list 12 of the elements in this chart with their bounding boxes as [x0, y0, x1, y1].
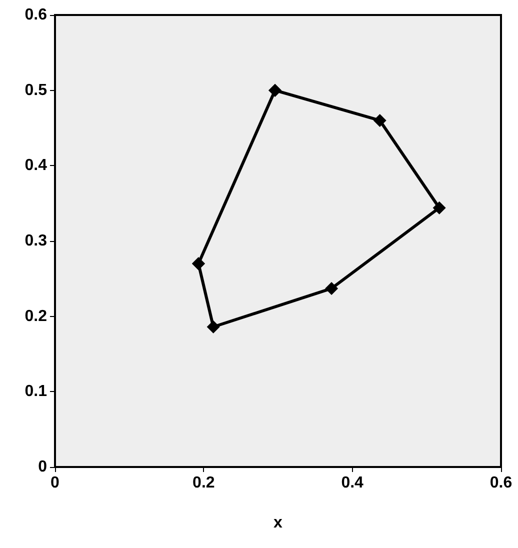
x-tick-label: 0.2 — [192, 474, 215, 492]
x-tick-label: 0.6 — [490, 474, 512, 492]
x-tick-label: 0.4 — [341, 474, 364, 492]
y-tick-label: 0.4 — [24, 157, 48, 174]
y-tick-label: 0.3 — [24, 232, 48, 250]
y-tick-label: 0.5 — [24, 82, 48, 99]
x-tick-label: 0 — [50, 474, 60, 492]
y-tick-label: 0 — [38, 458, 48, 476]
y-tick-label: 0.2 — [24, 308, 48, 325]
x-axis-title: x — [274, 514, 283, 532]
y-tick-label: 0.1 — [24, 383, 48, 400]
y-tick-label: 0.6 — [24, 6, 48, 24]
